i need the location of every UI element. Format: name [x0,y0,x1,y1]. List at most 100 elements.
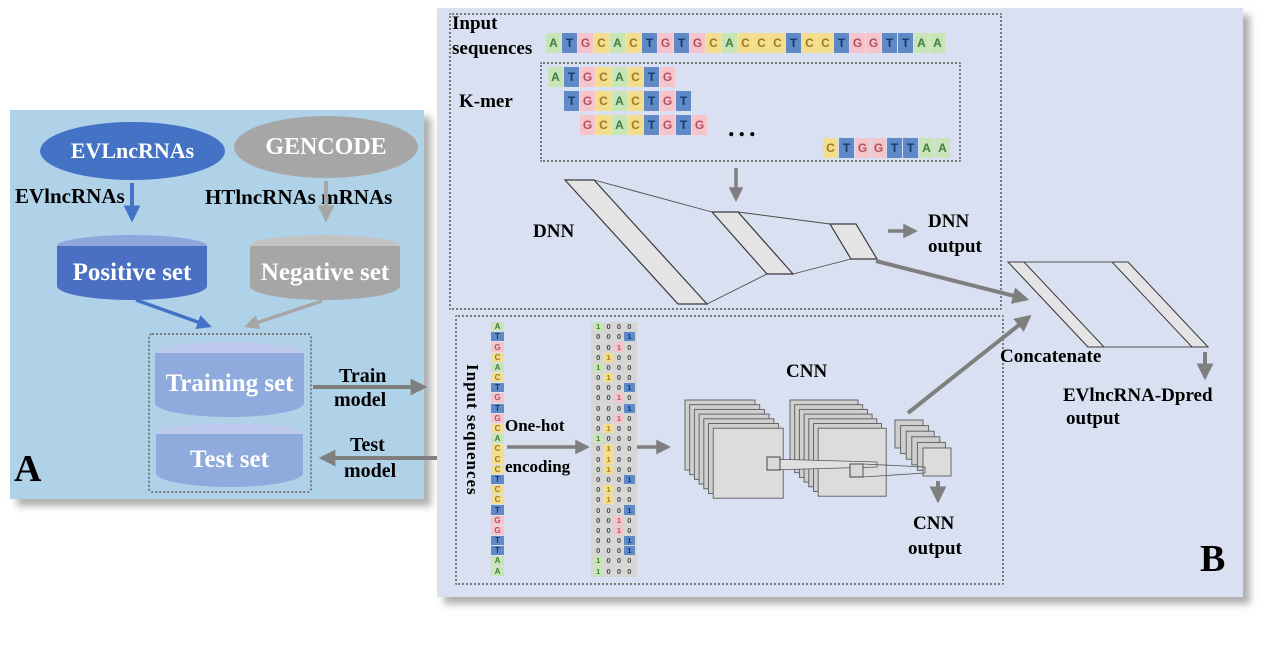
base-cell: T [644,67,659,87]
onehot-cell: 0 [616,464,622,474]
base-cell: G [491,342,504,352]
base-cell: C [628,67,643,87]
onehot-cell: 1 [624,332,635,342]
onehot-cell: 1 [603,454,614,464]
base-cell: G [850,33,865,53]
onehot-cell: 1 [624,505,635,515]
onehot-cell: 0 [616,352,622,362]
onehot-cell: 0 [596,373,601,383]
onehot-cell: 0 [627,413,632,423]
training-set-cylinder: Training set [155,342,304,417]
final-output-label-line2: output [1066,408,1120,429]
onehot-cell: 0 [596,444,601,454]
input-sequences-vertical-label: Input sequences [463,364,482,496]
kmer-label: K-mer [459,91,513,112]
cylinder-body [155,353,304,417]
onehot-cell: 0 [596,342,601,352]
onehot-cell: 0 [596,454,601,464]
input-sequences-label-line1: Input [452,13,498,34]
base-cell: T [491,403,504,413]
base-cell: G [660,91,675,111]
base-cell: G [491,393,504,403]
evlncrnas-output-label: EVlncRNAs [15,184,125,208]
base-cell: C [738,33,753,53]
onehot-cell: 0 [616,362,622,372]
onehot-cell: 1 [603,485,614,495]
onehot-cell: 0 [627,424,632,434]
base-cell: C [491,444,504,454]
base-cell: A [919,138,934,158]
onehot-cell: 0 [616,434,622,444]
onehot-cell: 0 [596,536,601,546]
base-cell: C [594,33,609,53]
base-cell: T [839,138,854,158]
base-cell: T [887,138,902,158]
negative-set-label: Negative set [260,259,390,286]
onehot-cell: 0 [616,474,622,484]
final-output-label-line1: EVlncRNA-Dpred [1063,385,1213,406]
onehot-cell: 0 [596,413,601,423]
base-cell: C [596,91,611,111]
dnn-output-label-line2: output [928,236,982,257]
base-cell: C [802,33,817,53]
onehot-cell: 0 [596,352,601,362]
onehot-cell: 0 [596,464,601,474]
onehot-cell: 0 [627,322,632,332]
onehot-cell: 0 [616,373,622,383]
onehot-cell: 1 [624,474,635,485]
onehot-cell: 0 [627,373,632,383]
onehot-cell: 1 [593,566,604,576]
base-cell: C [628,115,643,135]
onehot-cell: 1 [613,413,625,423]
base-cell: A [722,33,737,53]
onehot-cell: 0 [606,413,611,423]
base-cell: T [491,383,504,393]
base-cell: G [578,33,593,53]
base-cell: T [564,91,579,111]
onehot-cell: 0 [606,515,611,525]
base-cell: C [628,91,643,111]
onehot-cell: 0 [606,434,611,444]
base-cell: A [491,434,504,444]
onehot-cell: 1 [603,495,614,505]
onehot-cell: 0 [596,546,601,556]
onehot-cell: 0 [606,556,611,566]
onehot-cell: 0 [596,485,601,495]
onehot-cell: 0 [627,362,632,372]
onehot-cell: 0 [596,383,601,393]
onehot-cell: 0 [596,332,601,342]
onehot-cell: 0 [616,495,622,505]
gencode-database-ellipse: GENCODE [234,116,418,178]
onehot-cell: 0 [606,525,611,535]
base-cell: C [770,33,785,53]
onehot-cell: 0 [627,485,632,495]
onehot-cell: 0 [596,515,601,525]
base-cell: A [491,322,504,332]
cylinder-body [156,434,303,487]
onehot-cell: 0 [596,495,601,505]
base-cell: T [644,115,659,135]
base-cell: A [491,566,504,576]
base-cell: T [898,33,913,53]
base-cell: C [818,33,833,53]
base-cell: G [491,515,504,525]
onehot-cell: 1 [613,342,625,352]
onehot-cell: 1 [624,403,635,413]
base-cell: G [660,115,675,135]
